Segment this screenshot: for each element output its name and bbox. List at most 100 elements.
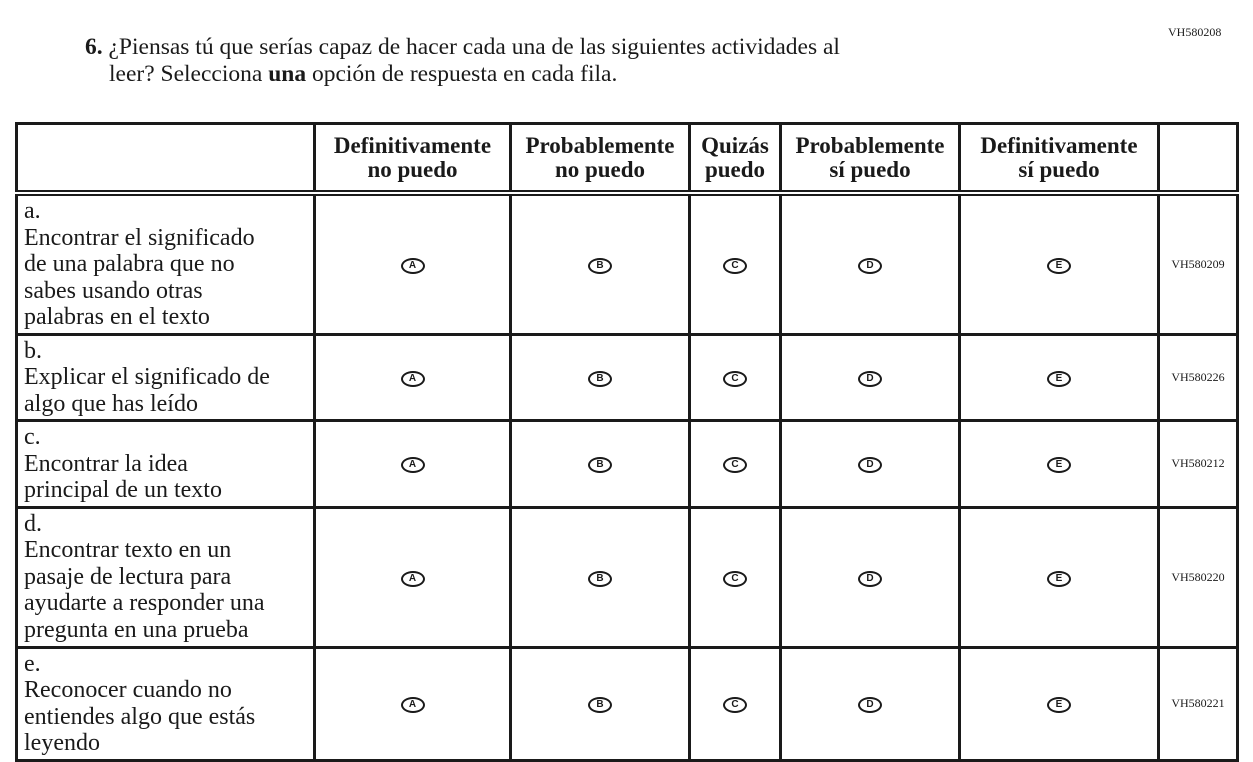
option-cell[interactable]: A [313, 505, 512, 649]
option-cell[interactable]: C [688, 645, 782, 762]
column-header-line: Definitivamente [980, 132, 1138, 158]
answer-bubble-b[interactable]: B [588, 570, 612, 587]
header-code-blank [1157, 122, 1239, 196]
table-row: e.Reconocer cuando no entiendes algo que… [15, 645, 1239, 762]
answer-bubble-e[interactable]: E [1047, 370, 1071, 387]
option-cell[interactable]: B [509, 645, 691, 762]
column-header-line: sí puedo [829, 156, 911, 182]
option-cell[interactable]: B [509, 332, 691, 422]
column-header: Quizás puedo [688, 122, 782, 196]
response-grid: Definitivamente no puedo Probablemente no p… [15, 122, 1239, 762]
option-cell[interactable]: C [688, 332, 782, 422]
option-cell[interactable]: A [313, 191, 512, 336]
option-cell[interactable]: E [958, 645, 1160, 762]
option-cell[interactable]: A [313, 645, 512, 762]
column-header: Definitivamente no puedo [313, 122, 512, 196]
answer-bubble-c[interactable]: C [723, 697, 747, 713]
question-line-1: ¿Piensas tú que serías capaz de hacer ca… [108, 34, 840, 60]
answer-bubble-c[interactable]: C [723, 457, 747, 474]
table-row: b.Explicar el significado de algo que ha… [15, 332, 1239, 422]
answer-bubble-e[interactable]: E [1047, 457, 1071, 474]
answer-bubble-b[interactable]: B [588, 257, 612, 274]
item-text: Encontrar la idea principal de un texto [24, 450, 222, 504]
item-text: Explicar el significado de algo que has … [24, 364, 270, 417]
option-cell[interactable]: D [779, 191, 961, 336]
option-cell[interactable]: A [313, 419, 512, 509]
option-cell[interactable]: E [958, 419, 1160, 509]
row-code: VH580221 [1157, 645, 1239, 762]
option-cell[interactable]: D [779, 419, 961, 509]
column-header-line: sí puedo [1018, 156, 1100, 182]
answer-bubble-a[interactable]: A [400, 257, 425, 274]
option-cell[interactable]: D [779, 332, 961, 422]
option-cell[interactable]: E [958, 332, 1160, 422]
item-letter: c. [24, 424, 41, 450]
column-header: Probablemente no puedo [509, 122, 691, 196]
option-cell[interactable]: C [688, 419, 782, 509]
table-row: d.Encontrar texto en un pasaje de lectur… [15, 505, 1239, 649]
column-header-line: no puedo [554, 156, 646, 182]
answer-bubble-b[interactable]: B [588, 457, 612, 474]
table-row: c.Encontrar la idea principal de un text… [15, 419, 1239, 509]
column-header-line: Probablemente [795, 132, 945, 158]
option-cell[interactable]: B [509, 419, 691, 509]
column-header-line: Definitivamente [333, 132, 492, 158]
item-text: Encontrar texto en un pasaje de lectura … [24, 537, 265, 643]
option-cell[interactable]: D [779, 505, 961, 649]
answer-bubble-c[interactable]: C [723, 570, 747, 587]
column-header-line: no puedo [367, 156, 458, 182]
item-label: b.Explicar el significado de algo que ha… [15, 332, 316, 422]
question-number: 6. [85, 34, 103, 60]
answer-bubble-d[interactable]: D [858, 457, 882, 474]
answer-bubble-a[interactable]: A [400, 697, 425, 713]
answer-bubble-e[interactable]: E [1047, 257, 1071, 274]
row-code: VH580226 [1157, 332, 1239, 422]
item-letter: e. [24, 650, 41, 677]
row-code: VH580209 [1157, 191, 1239, 336]
question-emphasis: una [268, 61, 307, 87]
option-cell[interactable]: D [779, 645, 961, 762]
answer-bubble-a[interactable]: A [400, 370, 425, 387]
column-header-line: puedo [704, 156, 766, 182]
item-text: Reconocer cuando no entiendes algo que e… [24, 677, 256, 756]
question-line-2: leer? Selecciona [109, 61, 269, 87]
answer-bubble-e[interactable]: E [1047, 697, 1071, 713]
column-header: Probablemente sí puedo [779, 122, 961, 196]
option-cell[interactable]: C [688, 191, 782, 336]
answer-bubble-b[interactable]: B [588, 697, 612, 713]
question-line-2-end: opción de respuesta en cada fila. [306, 61, 618, 87]
option-cell[interactable]: B [509, 505, 691, 649]
row-code: VH580212 [1157, 419, 1239, 509]
answer-bubble-b[interactable]: B [588, 370, 612, 387]
header-blank [15, 122, 316, 196]
answer-bubble-d[interactable]: D [858, 370, 882, 387]
column-header-line: Probablemente [525, 132, 675, 158]
answer-bubble-c[interactable]: C [723, 257, 747, 274]
item-letter: a. [24, 198, 41, 224]
row-code: VH580220 [1157, 505, 1239, 649]
answer-bubble-c[interactable]: C [723, 370, 747, 387]
item-letter: b. [24, 337, 42, 364]
item-text: Encontrar el significado de una palabra … [24, 224, 255, 331]
item-label: a.Encontrar el significado de una palabr… [15, 191, 316, 336]
table-row: a.Encontrar el significado de una palabr… [15, 191, 1239, 336]
answer-bubble-d[interactable]: D [858, 697, 882, 713]
option-cell[interactable]: E [958, 505, 1160, 649]
question-text: 6. ¿Piensas tú que serías capaz de hacer… [85, 34, 1015, 88]
question-code: VH580208 [1168, 25, 1222, 39]
answer-bubble-a[interactable]: A [400, 457, 425, 474]
option-cell[interactable]: E [958, 191, 1160, 336]
option-cell[interactable]: B [509, 191, 691, 336]
option-cell[interactable]: A [313, 332, 512, 422]
answer-bubble-d[interactable]: D [858, 257, 882, 274]
answer-bubble-d[interactable]: D [858, 570, 882, 587]
option-cell[interactable]: C [688, 505, 782, 649]
item-label: c.Encontrar la idea principal de un text… [15, 419, 316, 509]
column-header: Definitivamente sí puedo [958, 122, 1160, 196]
column-header-line: Quizás [701, 132, 769, 158]
answer-bubble-e[interactable]: E [1047, 570, 1071, 587]
answer-bubble-a[interactable]: A [400, 570, 425, 587]
item-label: e.Reconocer cuando no entiendes algo que… [15, 645, 316, 762]
item-label: d.Encontrar texto en un pasaje de lectur… [15, 505, 316, 649]
item-letter: d. [24, 510, 42, 537]
